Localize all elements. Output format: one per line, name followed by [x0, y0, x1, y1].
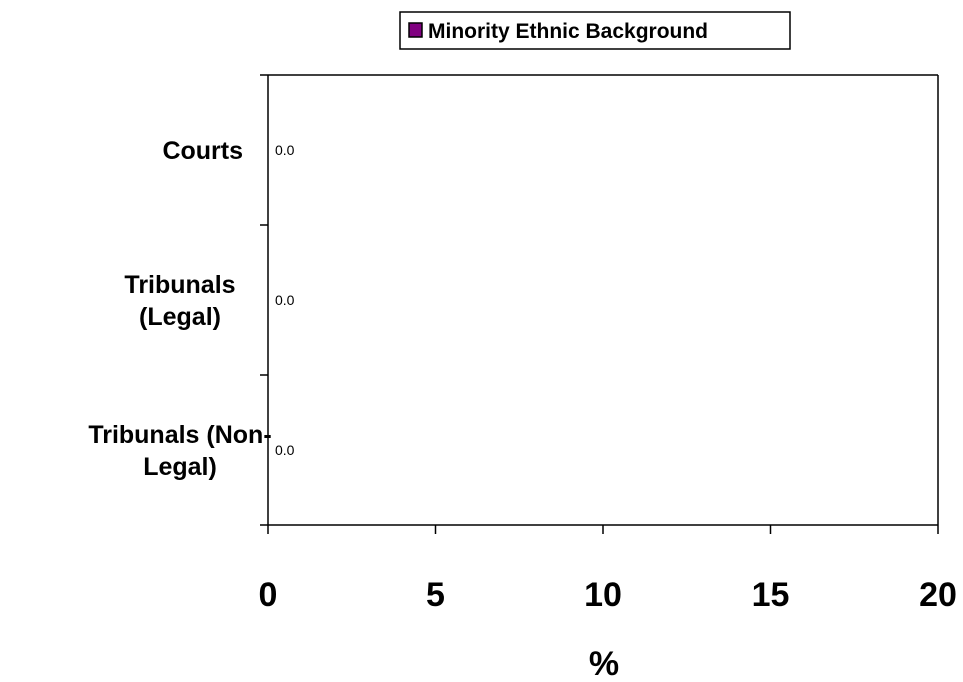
- legend-label: Minority Ethnic Background: [428, 20, 708, 43]
- data-label: 0.0: [275, 442, 295, 458]
- y-axis-ticks: [260, 74, 268, 526]
- x-axis-title: %: [589, 645, 619, 682]
- category-label: Courts: [162, 137, 243, 165]
- plot-area: [267, 74, 939, 526]
- data-labels: 0.0 0.0 0.0: [275, 142, 295, 458]
- x-tick-label: 5: [426, 576, 445, 614]
- x-tick-label: 10: [584, 576, 622, 614]
- category-label: Tribunals: [124, 271, 235, 299]
- category-label: Legal): [143, 453, 217, 481]
- x-tick-label: 20: [919, 576, 957, 614]
- data-label: 0.0: [275, 292, 295, 308]
- x-tick-label: 0: [259, 576, 278, 614]
- category-label: (Legal): [139, 303, 221, 331]
- legend-box: [399, 11, 791, 50]
- legend: Minority Ethnic Background: [399, 11, 791, 50]
- legend-swatch: [408, 22, 423, 38]
- category-labels: Courts Tribunals (Legal) Tribunals (Non- Leg…: [88, 137, 271, 481]
- x-tick-label: 15: [752, 576, 790, 614]
- category-label: Tribunals (Non-: [88, 421, 271, 449]
- data-label: 0.0: [275, 142, 295, 158]
- x-axis-ticks: 0 5 10 15 20: [259, 525, 957, 614]
